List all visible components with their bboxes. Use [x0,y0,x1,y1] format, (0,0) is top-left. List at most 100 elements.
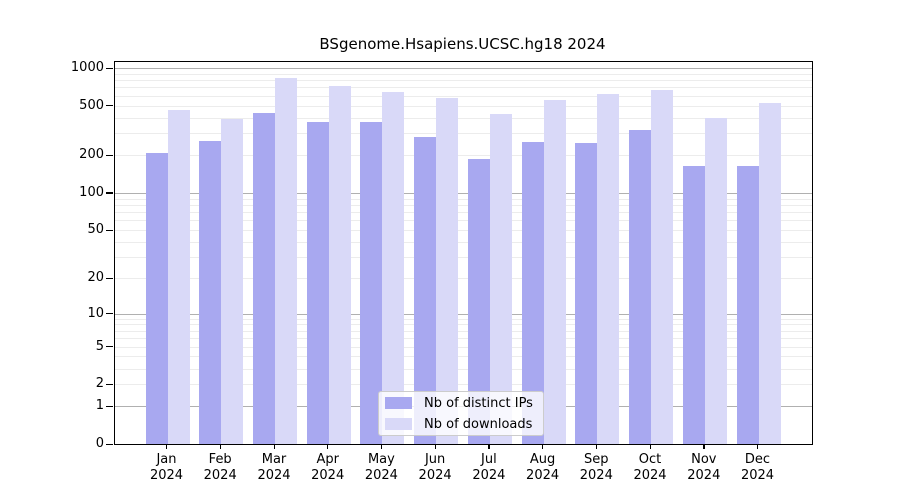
gridline-minor [115,346,812,348]
gridline-minor [115,257,812,259]
gridline-minor [115,356,812,358]
x-tick-label: Dec 2024 [740,452,775,483]
gridline-minor [115,318,812,320]
bar-distinct-ips-jan [145,153,168,444]
y-tick-mark [106,277,113,280]
y-tick-label: 5 [95,338,104,354]
bar-downloads-nov [704,118,727,444]
bar-distinct-ips-mar [253,113,275,444]
bar-downloads-feb [221,118,244,444]
x-tick-label: Jan 2024 [149,452,184,483]
gridline-minor [115,278,812,280]
gridline-major [115,192,812,194]
bar-distinct-ips-sep [575,143,598,444]
y-tick-label: 1 [95,398,104,414]
legend-swatch-downloads [385,418,412,430]
x-tick-label: Jul 2024 [472,452,506,483]
y-tick-label: 50 [87,222,104,237]
x-tick-label: May 2024 [364,452,398,483]
legend-swatch-distinct-ips [385,397,412,409]
x-tick-label: Mar 2024 [257,452,291,483]
bar-distinct-ips-jul [467,158,490,444]
x-tick-label: Aug 2024 [526,452,560,483]
gridline-minor [115,204,812,206]
x-tick-mark [380,444,383,449]
gridline-minor [115,105,812,107]
y-tick-label: 20 [87,270,104,286]
gridline-minor [115,220,812,222]
legend-label-downloads: Nb of downloads [424,416,533,432]
bar-distinct-ips-dec [736,166,759,444]
bar-downloads-sep [597,94,620,444]
bar-downloads-jun [436,98,459,444]
y-tick-label: 100 [79,184,104,200]
x-tick-mark [219,444,221,449]
bar-distinct-ips-may [360,121,383,444]
gridline-minor [115,198,812,200]
x-tick-mark [703,444,705,449]
y-tick-mark [106,229,113,231]
gridline-major [115,68,812,69]
y-tick-mark [106,346,113,348]
y-tick-mark [106,154,113,157]
bar-distinct-ips-nov [682,165,705,444]
x-tick-label: Sep 2024 [579,452,613,483]
gridline-minor [115,80,812,82]
y-tick-label: 10 [87,305,104,321]
bar-downloads-apr [328,85,351,444]
bar-distinct-ips-apr [306,121,329,444]
x-tick-mark [327,444,329,449]
gridline-minor [115,324,812,326]
x-tick-mark [649,444,651,449]
x-tick-label: Nov 2024 [687,452,721,483]
legend-item-distinct-ips: Nb of distinct IPs [379,393,543,414]
y-tick-mark [106,105,113,107]
x-tick-mark [273,444,275,449]
legend-label-distinct-ips: Nb of distinct IPs [424,395,533,411]
x-tick-mark [595,444,598,449]
gridline-minor [115,87,812,89]
x-tick-label: Oct 2024 [633,452,667,483]
bar-downloads-jan [167,110,190,444]
y-tick-mark [106,383,113,385]
gridline-minor [115,384,812,386]
x-tick-mark [166,444,168,449]
gridline-minor [115,241,812,243]
gridline-minor [115,133,812,135]
x-tick-mark [542,444,544,449]
bar-distinct-ips-aug [521,141,544,444]
gridline-minor [115,95,812,97]
bar-downloads-aug [543,99,566,444]
y-tick-label: 0 [95,436,104,451]
bar-downloads-mar [275,78,297,444]
plot-area [114,61,813,445]
gridline-minor [115,230,812,231]
x-tick-label: Apr 2024 [311,452,345,483]
gridline-minor [115,117,812,119]
x-tick-label: Feb 2024 [203,452,237,483]
y-tick-mark [106,67,113,69]
gridline-minor [115,368,812,370]
bar-distinct-ips-oct [629,129,651,444]
gridline-major [115,313,812,315]
y-tick-mark [106,192,113,194]
bar-distinct-ips-feb [199,141,222,444]
y-tick-label: 500 [79,97,104,113]
y-tick-mark [106,443,113,445]
y-tick-label: 2 [95,376,104,392]
bar-downloads-dec [758,103,781,444]
y-tick-label: 200 [79,147,104,163]
gridline-minor [115,155,812,157]
x-tick-mark [488,444,490,449]
gridline-minor [115,330,812,332]
gridline-minor [115,73,812,75]
bar-downloads-may [382,91,405,444]
x-tick-mark [434,444,436,449]
gridline-minor [115,212,812,213]
legend-item-downloads: Nb of downloads [379,414,543,435]
y-tick-mark [106,405,113,408]
y-tick-mark [106,313,113,315]
chart-title: BSgenome.Hsapiens.UCSC.hg18 2024 [319,35,606,53]
x-tick-label: Jun 2024 [418,452,452,483]
